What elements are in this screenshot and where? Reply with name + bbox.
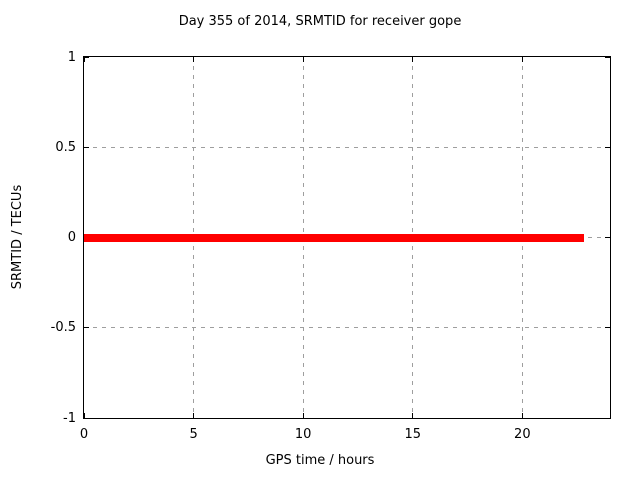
x-tick	[412, 413, 414, 418]
y-axis-label: SRMTID / TECUs	[10, 184, 25, 290]
x-tick-label: 20	[514, 427, 531, 442]
y-tick-mirror	[605, 146, 610, 148]
x-tick-mirror	[302, 57, 304, 62]
x-tick-mirror	[83, 57, 85, 62]
x-axis-label: GPS time / hours	[265, 453, 375, 468]
y-tick-label: -0.5	[50, 320, 76, 336]
y-tick	[84, 146, 89, 148]
x-tick	[83, 413, 85, 418]
chart-title: Day 355 of 2014, SRMTID for receiver gop…	[178, 14, 462, 29]
x-tick-label: 5	[189, 427, 198, 442]
y-tick-mirror	[605, 417, 610, 419]
y-tick-label: -1	[63, 410, 76, 426]
y-gridline	[84, 327, 610, 329]
x-tick-mirror	[193, 57, 195, 62]
y-tick-mirror	[605, 56, 610, 58]
x-tick-label: 10	[294, 427, 312, 442]
x-tick	[193, 413, 195, 418]
y-tick-label: 0.5	[55, 139, 76, 155]
x-tick-label: 15	[404, 427, 422, 442]
plot-area: 0 5 10 15 20 -1 -0.5 0 0.5 1	[51, 50, 611, 442]
y-tick-mirror	[605, 327, 610, 329]
y-gridline	[84, 146, 610, 148]
y-tick-mirror	[605, 237, 610, 238]
series-line-srmtid	[84, 233, 584, 242]
x-tick	[302, 413, 304, 418]
y-tick-label: 0	[67, 230, 76, 245]
x-tick	[521, 413, 523, 418]
y-tick	[84, 327, 89, 329]
x-tick-mirror	[412, 57, 414, 62]
y-tick	[84, 56, 89, 58]
y-tick	[84, 417, 89, 419]
x-tick-mirror	[521, 57, 523, 62]
y-tick-label: 1	[67, 49, 76, 65]
x-tick-label: 0	[79, 427, 89, 442]
